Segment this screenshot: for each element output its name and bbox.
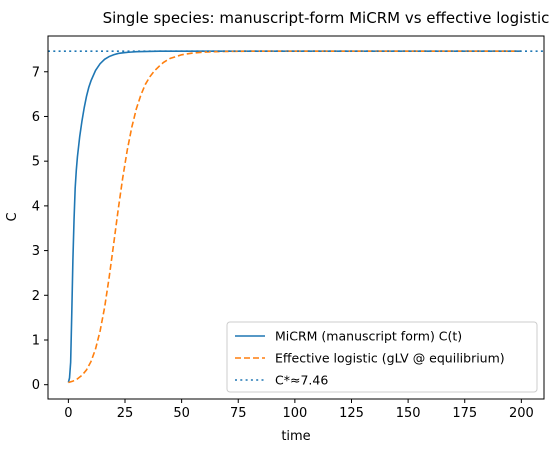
x-tick-label: 50 [173, 406, 190, 421]
y-axis-label: C [5, 212, 20, 221]
y-tick-label: 0 [32, 378, 40, 393]
x-tick-label: 200 [509, 406, 534, 421]
plot-lines [48, 50, 544, 384]
x-axis-ticks: 0 25 50 75 100 125 150 175 200 [64, 399, 534, 421]
y-tick-label: 7 [32, 65, 40, 80]
x-tick-label: 125 [339, 406, 364, 421]
x-tick-label: 25 [117, 406, 134, 421]
y-tick-label: 3 [32, 244, 40, 259]
plot-frame [47, 35, 545, 400]
legend-label-1: Effective logistic (gLV @ equilibrium) [275, 351, 505, 366]
y-tick-label: 1 [32, 333, 40, 348]
x-tick-label: 100 [282, 406, 307, 421]
legend-label-2: C*≈7.46 [275, 373, 328, 388]
y-axis-ticks: 0 1 2 3 4 5 6 7 [32, 65, 48, 393]
legend-label-0: MiCRM (manuscript form) C(t) [275, 329, 462, 344]
chart-title: Single species: manuscript-form MiCRM vs… [103, 9, 550, 27]
legend-box [226, 321, 538, 393]
y-tick-label: 6 [32, 110, 40, 125]
legend: MiCRM (manuscript form) C(t) Effective lo… [226, 321, 538, 393]
x-axis-label: time [281, 429, 310, 444]
y-tick-label: 4 [32, 199, 40, 214]
y-tick-label: 5 [32, 155, 40, 170]
x-tick-label: 75 [230, 406, 247, 421]
x-tick-label: 0 [64, 406, 72, 421]
y-tick-label: 2 [32, 289, 40, 304]
x-tick-label: 150 [396, 406, 421, 421]
x-tick-label: 175 [452, 406, 477, 421]
